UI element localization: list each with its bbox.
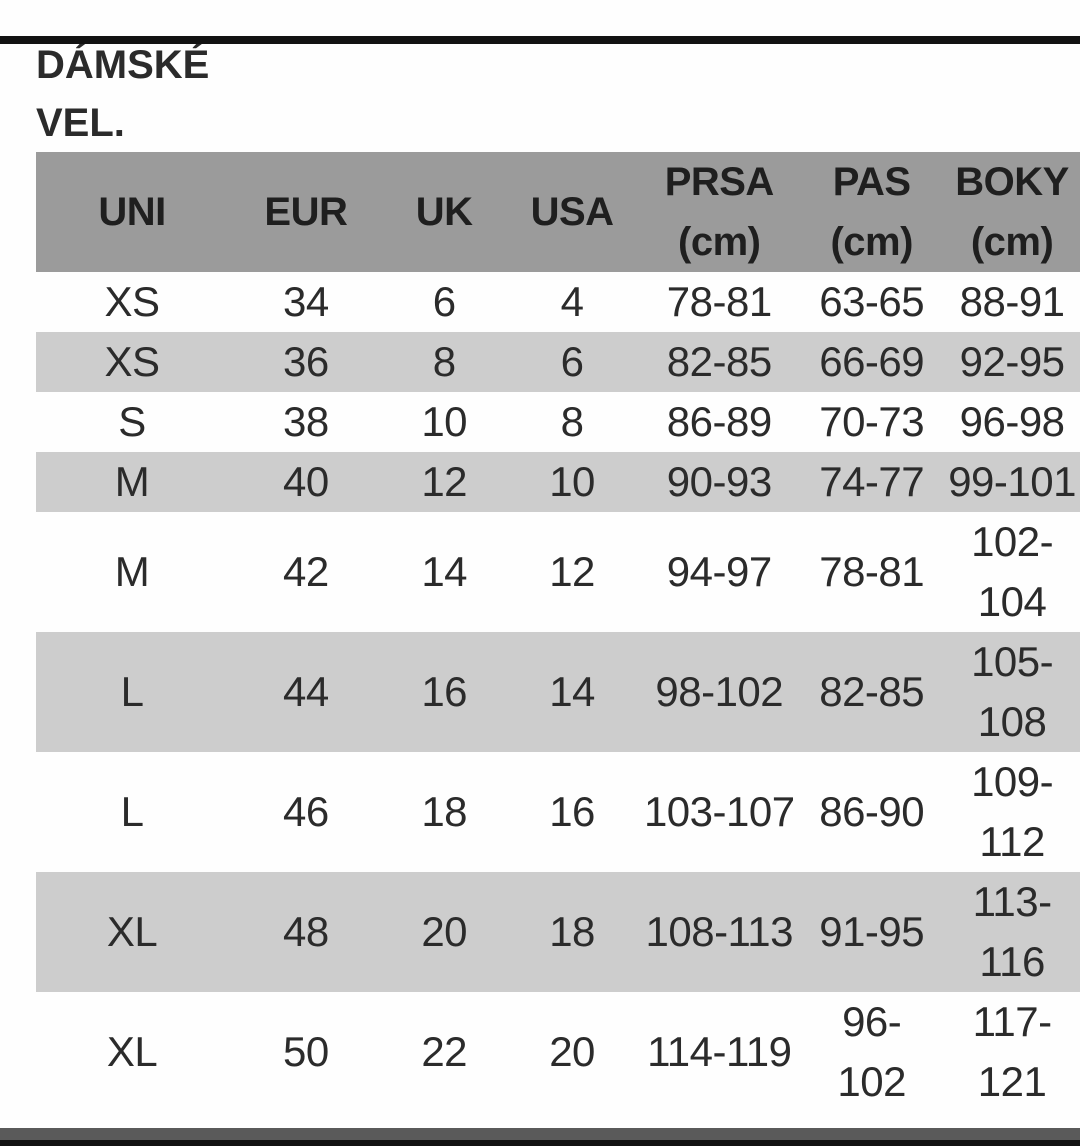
- table-cell: 22: [421, 1028, 468, 1075]
- page-title: DÁMSKÉ VEL.: [36, 43, 210, 145]
- table-cell: 96-98: [959, 398, 1065, 445]
- table-cell: 96- 102: [837, 998, 906, 1105]
- table-cell: 6: [560, 338, 584, 385]
- table-row: L 46 18 16 103-107 86-90 109- 112: [36, 752, 1080, 872]
- table-cell: 12: [421, 458, 468, 505]
- table-cell: S: [118, 398, 146, 445]
- table-cell: 10: [549, 458, 595, 505]
- table-cell: 66-69: [819, 338, 925, 385]
- table-cell: 108-113: [645, 908, 794, 955]
- column-header-uni: UNI: [98, 190, 166, 234]
- table-cell: 10: [421, 398, 468, 445]
- table-cell: 8: [432, 338, 456, 385]
- table-cell: 18: [549, 908, 595, 955]
- table-cell: 90-93: [666, 458, 772, 505]
- table-cell: 70-73: [819, 398, 925, 445]
- table-cell: 12: [549, 548, 595, 595]
- column-header-pas: PAS (cm): [830, 160, 913, 264]
- column-header-eur: EUR: [264, 190, 348, 234]
- table-row: XL 48 20 18 108-113 91-95 113- 116: [36, 872, 1080, 992]
- table-cell: XL: [106, 908, 158, 955]
- table-cell: 82-85: [666, 338, 772, 385]
- table-cell: 82-85: [819, 668, 925, 715]
- table-cell: 36: [283, 338, 329, 385]
- table-cell: 109- 112: [971, 758, 1054, 865]
- table-cell: 46: [283, 788, 329, 835]
- table-cell: 44: [283, 668, 329, 715]
- table-cell: 16: [549, 788, 595, 835]
- bottom-bar-gray: [0, 1128, 1080, 1140]
- table-cell: XL: [106, 1028, 158, 1075]
- table-row: XS 34 6 4 78-81 63-65 88-91: [36, 272, 1080, 332]
- table-cell: 63-65: [819, 278, 925, 325]
- table-cell: 74-77: [819, 458, 925, 505]
- table-row: M 40 12 10 90-93 74-77 99-101: [36, 452, 1080, 512]
- table-cell: XS: [104, 278, 161, 325]
- table-cell: 40: [283, 458, 329, 505]
- table-cell: 18: [421, 788, 468, 835]
- table-cell: 86-90: [819, 788, 925, 835]
- table-cell: 103-107: [643, 788, 795, 835]
- table-cell: M: [114, 458, 150, 505]
- table-row: XS 36 8 6 82-85 66-69 92-95: [36, 332, 1080, 392]
- table-cell: M: [114, 548, 150, 595]
- table-cell: 78-81: [666, 278, 772, 325]
- table-cell: 8: [560, 398, 584, 445]
- table-cell: 105- 108: [971, 638, 1054, 745]
- top-bar: [0, 36, 1080, 44]
- table-cell: L: [120, 788, 144, 835]
- table-cell: L: [120, 668, 144, 715]
- table-cell: 92-95: [959, 338, 1065, 385]
- table-cell: 99-101: [948, 458, 1076, 505]
- table-cell: 114-119: [647, 1028, 792, 1075]
- column-header-boky: BOKY (cm): [955, 160, 1069, 264]
- table-cell: XS: [104, 338, 161, 385]
- bottom-bar-black: [0, 1140, 1080, 1146]
- table-cell: 117- 121: [972, 998, 1052, 1105]
- table-cell: 48: [283, 908, 329, 955]
- table-cell: 14: [549, 668, 595, 715]
- size-chart-table: UNI EUR UK USA PRSA (cm) PAS (cm) BOKY (…: [36, 152, 1080, 1112]
- column-header-uk: UK: [415, 190, 473, 234]
- table-cell: 34: [283, 278, 329, 325]
- table-cell: 16: [421, 668, 468, 715]
- table-row: L 44 16 14 98-102 82-85 105- 108: [36, 632, 1080, 752]
- table-cell: 42: [283, 548, 329, 595]
- table-cell: 102- 104: [971, 518, 1054, 625]
- table-cell: 4: [560, 278, 584, 325]
- table-cell: 14: [421, 548, 468, 595]
- column-header-prsa: PRSA (cm): [664, 160, 775, 264]
- table-row: XL 50 22 20 114-119 96- 102 117- 121: [36, 992, 1080, 1112]
- table-cell: 20: [549, 1028, 595, 1075]
- table-cell: 98-102: [655, 668, 784, 715]
- table-cell: 94-97: [666, 548, 772, 595]
- table-row: M 42 14 12 94-97 78-81 102- 104: [36, 512, 1080, 632]
- table-cell: 113- 116: [972, 878, 1052, 985]
- table-cell: 88-91: [959, 278, 1065, 325]
- table-body: XS 34 6 4 78-81 63-65 88-91 XS 36 8 6 82…: [36, 272, 1080, 1112]
- table-cell: 6: [432, 278, 456, 325]
- table-row: S 38 10 8 86-89 70-73 96-98: [36, 392, 1080, 452]
- column-header-usa: USA: [530, 190, 614, 234]
- table-cell: 86-89: [666, 398, 772, 445]
- table-header-row: UNI EUR UK USA PRSA (cm) PAS (cm) BOKY (…: [36, 152, 1080, 272]
- table-cell: 91-95: [819, 908, 925, 955]
- table-cell: 50: [283, 1028, 329, 1075]
- table-cell: 20: [421, 908, 468, 955]
- table-cell: 78-81: [819, 548, 925, 595]
- table-cell: 38: [283, 398, 329, 445]
